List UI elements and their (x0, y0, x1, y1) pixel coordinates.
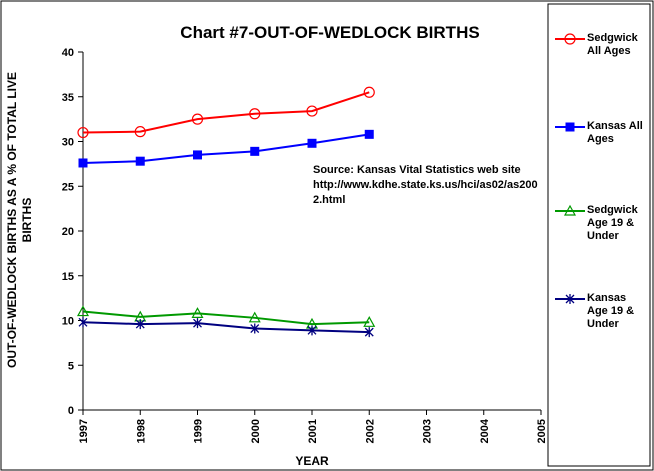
marker (78, 317, 88, 328)
marker (307, 138, 317, 148)
x-tick-label: 2001 (307, 419, 319, 443)
x-tick-label: 2005 (536, 419, 548, 443)
y-tick-label: 5 (68, 360, 74, 372)
x-tick-label: 1998 (135, 419, 147, 443)
marker (306, 105, 318, 117)
marker (307, 325, 317, 336)
marker (565, 122, 575, 132)
marker (78, 158, 88, 168)
x-tick-label: 2000 (250, 419, 262, 443)
x-tick-label: 1999 (193, 419, 205, 443)
series-line (82, 321, 370, 334)
x-tick-label: 1997 (78, 419, 90, 443)
legend-label: Sedgwick Age 19 & Under (587, 204, 638, 242)
legend-label: Sedgwick All Ages (587, 32, 638, 57)
y-tick-label: 40 (62, 47, 74, 59)
y-tick-label: 20 (62, 226, 74, 238)
marker (363, 316, 376, 327)
marker (193, 150, 202, 160)
series-line (82, 133, 370, 164)
marker (363, 86, 375, 98)
marker (135, 319, 145, 330)
series-line (82, 91, 370, 134)
annotation: Source: Kansas Vital Statistics web site… (313, 164, 538, 206)
y-axis-label: OUT-OF-WEDLOCK BIRTHS AS A % OF TOTAL LI… (5, 72, 34, 368)
x-tick-label: 2002 (364, 419, 376, 443)
marker (77, 126, 89, 139)
marker (250, 323, 260, 334)
x-tick-label: 2004 (479, 418, 491, 443)
marker (563, 204, 577, 216)
marker (564, 33, 576, 45)
legend-box (547, 3, 651, 467)
marker (364, 129, 374, 139)
marker (135, 156, 145, 166)
marker (191, 307, 204, 318)
marker (565, 294, 575, 304)
marker (364, 327, 374, 338)
x-tick-label: 2003 (422, 419, 434, 443)
marker (191, 113, 204, 125)
x-axis-label: YEAR (295, 454, 329, 468)
marker (134, 126, 146, 138)
marker (249, 108, 261, 120)
y-tick-label: 30 (62, 137, 74, 149)
y-tick-label: 10 (62, 316, 74, 328)
chart-title: Chart #7-OUT-OF-WEDLOCK BIRTHS (180, 23, 479, 42)
legend-label: Kansas All Ages (587, 120, 643, 145)
y-tick-label: 15 (62, 271, 74, 283)
y-tick-label: 25 (62, 181, 74, 193)
marker (250, 146, 260, 156)
legend-label: Kansas Age 19 & Under (587, 292, 635, 330)
y-tick-label: 0 (68, 405, 74, 417)
marker (193, 318, 202, 329)
marker (248, 311, 261, 323)
y-tick-label: 35 (62, 92, 74, 104)
marker (76, 305, 90, 317)
series-line (82, 310, 370, 326)
